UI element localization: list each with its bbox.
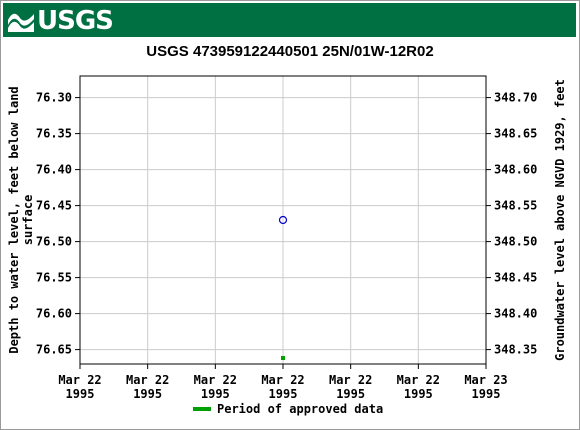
y-tick-label-left: 76.55 (36, 271, 72, 285)
legend-swatch-approved (193, 407, 211, 411)
y-axis-label-left-line1: Depth to water level, feet below land (7, 86, 21, 353)
x-tick-label-year: 1995 (336, 387, 365, 401)
y-tick-label-left: 76.45 (36, 199, 72, 213)
y-tick-label-left: 76.35 (36, 127, 72, 141)
x-tick-label: Mar 22 (126, 373, 169, 387)
y-tick-label-right: 348.70 (494, 91, 537, 105)
usgs-wave-icon (8, 13, 34, 32)
x-tick-label-year: 1995 (404, 387, 433, 401)
x-tick-label: Mar 22 (329, 373, 372, 387)
y-axis-right: 348.70 348.65 348.60 348.55 348.50 348.45 348.… (486, 91, 537, 357)
x-tick-label: Mar 22 (397, 373, 440, 387)
y-tick-label-left: 76.65 (36, 343, 72, 357)
y-tick-label-right: 348.65 (494, 127, 537, 141)
y-tick-label-right: 348.50 (494, 235, 537, 249)
x-tick-label-year: 1995 (472, 387, 501, 401)
y-tick-label-right: 348.35 (494, 343, 537, 357)
data-point (278, 215, 288, 225)
legend-label-approved: Period of approved data (217, 402, 384, 416)
y-tick-label-right: 348.55 (494, 199, 537, 213)
x-tick-label: Mar 22 (194, 373, 237, 387)
legend: Period of approved data (193, 402, 383, 416)
x-tick-label: Mar 22 (261, 373, 304, 387)
data-marks (278, 215, 288, 360)
usgs-logo[interactable]: USGS (7, 6, 114, 36)
grid-lines (80, 76, 486, 364)
y-axis-label-left: Depth to water level, feet below landsur… (7, 86, 35, 353)
y-tick-label-left: 76.30 (36, 91, 72, 105)
y-tick-label-left: 76.50 (36, 235, 72, 249)
y-axis-label-right: Groundwater level above NGVD 1929, feet (553, 79, 567, 361)
chart-title: USGS 473959122440501 25N/01W-12R02 (146, 43, 434, 60)
approved-period-mark (281, 356, 285, 360)
x-tick-label-year: 1995 (133, 387, 162, 401)
y-tick-label-right: 348.60 (494, 163, 537, 177)
y-axis-label-left-line2: surface (21, 195, 35, 246)
y-tick-label-left: 76.60 (36, 307, 72, 321)
x-tick-label: Mar 22 (58, 373, 101, 387)
y-tick-label-right: 348.40 (494, 307, 537, 321)
y-tick-label-right: 348.45 (494, 271, 537, 285)
x-tick-label: Mar 23 (464, 373, 507, 387)
usgs-logo-text: USGS (37, 6, 114, 36)
y-tick-label-left: 76.40 (36, 163, 72, 177)
usgs-banner: USGS (3, 3, 576, 37)
x-tick-label-year: 1995 (66, 387, 95, 401)
x-tick-label-year: 1995 (201, 387, 230, 401)
y-axis-left: 76.30 76.35 76.40 76.45 76.50 76.55 76.60 76.65 (36, 91, 80, 357)
x-tick-label-year: 1995 (269, 387, 298, 401)
